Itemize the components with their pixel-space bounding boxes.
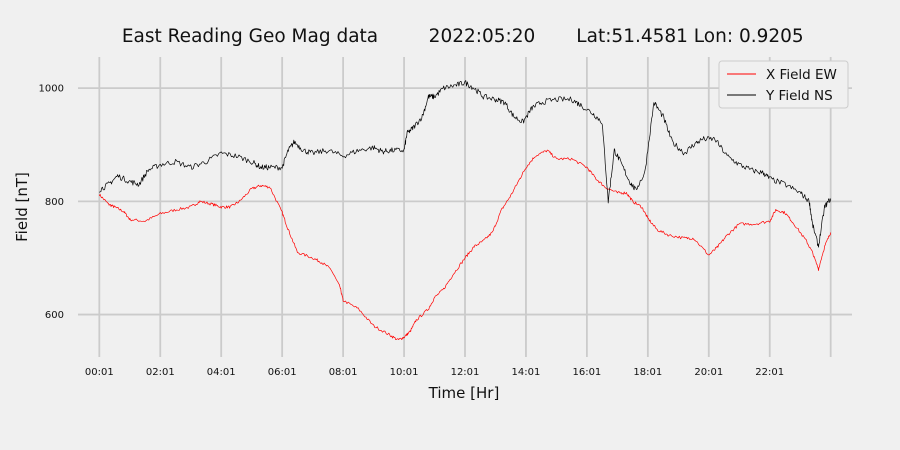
series-lines xyxy=(98,80,832,341)
grid-lines xyxy=(78,57,852,357)
x-tick-label: 14:01 xyxy=(512,367,541,378)
y-axis-label: Field [nT] xyxy=(13,172,31,242)
legend-label-x-field: X Field EW xyxy=(766,67,837,83)
x-tick-label: 18:01 xyxy=(633,367,662,378)
y-tick-label: 600 xyxy=(45,310,64,321)
series-line-x-field-ew xyxy=(98,149,832,341)
legend-label-y-field: Y Field NS xyxy=(765,88,833,104)
x-tick-label: 20:01 xyxy=(694,367,723,378)
x-tick-label: 16:01 xyxy=(572,367,601,378)
x-tick-label: 04:01 xyxy=(207,367,236,378)
x-axis-label: Time [Hr] xyxy=(428,384,500,402)
chart-title-date: 2022:05:20 xyxy=(429,26,536,47)
chart-title-station: East Reading Geo Mag data xyxy=(122,26,378,47)
legend: X Field EW Y Field NS xyxy=(718,60,849,109)
chart-title: East Reading Geo Mag data 2022:05:20 Lat… xyxy=(122,26,804,47)
x-tick-label: 12:01 xyxy=(451,367,480,378)
x-tick-label: 02:01 xyxy=(146,367,175,378)
legend-box xyxy=(718,60,849,109)
x-tick-label: 10:01 xyxy=(390,367,419,378)
y-axis-ticks: 600 800 1000 xyxy=(39,84,64,321)
x-tick-label: 06:01 xyxy=(268,367,297,378)
x-axis-ticks: 00:01 02:01 04:01 06:01 08:01 10:01 12:01 14:01… xyxy=(85,367,784,378)
chart-title-location: Lat:51.4581 Lon: 0.9205 xyxy=(576,26,803,47)
x-tick-label: 08:01 xyxy=(329,367,358,378)
x-tick-label: 22:01 xyxy=(755,367,784,378)
series-line-y-field-ns xyxy=(99,80,832,248)
x-tick-label: 00:01 xyxy=(85,367,114,378)
y-tick-label: 800 xyxy=(45,197,64,208)
y-tick-label: 1000 xyxy=(39,84,64,95)
